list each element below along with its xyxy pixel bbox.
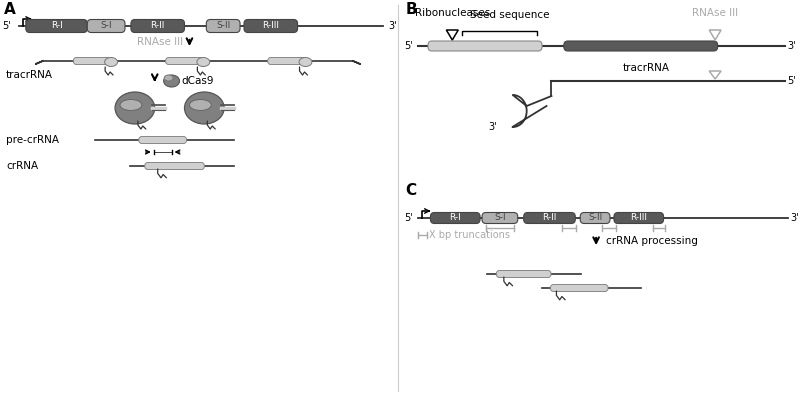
FancyBboxPatch shape	[430, 213, 480, 223]
Ellipse shape	[164, 75, 173, 81]
Text: RNAse III: RNAse III	[137, 37, 182, 47]
Text: S-II: S-II	[216, 22, 230, 30]
Text: R-III: R-III	[630, 213, 647, 223]
Ellipse shape	[115, 92, 154, 124]
Text: 5': 5'	[404, 41, 413, 51]
Text: 3': 3'	[488, 122, 497, 132]
Text: R-II: R-II	[150, 22, 165, 30]
FancyBboxPatch shape	[87, 20, 125, 32]
Text: A: A	[4, 2, 16, 17]
FancyBboxPatch shape	[580, 213, 610, 223]
FancyBboxPatch shape	[131, 20, 185, 32]
Ellipse shape	[197, 57, 210, 67]
FancyBboxPatch shape	[497, 271, 551, 277]
FancyBboxPatch shape	[139, 136, 186, 144]
Ellipse shape	[164, 75, 179, 87]
FancyBboxPatch shape	[26, 20, 87, 32]
Text: Ribonucleases: Ribonucleases	[414, 8, 490, 18]
Text: crRNA processing: crRNA processing	[606, 236, 698, 246]
Text: R-III: R-III	[262, 22, 279, 30]
Text: R-I: R-I	[50, 22, 62, 30]
Text: S-I: S-I	[494, 213, 506, 223]
Text: 5': 5'	[404, 213, 413, 223]
Text: 3': 3'	[388, 21, 397, 31]
FancyBboxPatch shape	[145, 162, 204, 170]
FancyBboxPatch shape	[166, 57, 203, 65]
Text: S-II: S-II	[588, 213, 602, 223]
Text: tracrRNA: tracrRNA	[622, 63, 669, 73]
Polygon shape	[446, 30, 458, 40]
Text: R-I: R-I	[450, 213, 461, 223]
Text: B: B	[406, 2, 418, 17]
FancyBboxPatch shape	[524, 213, 575, 223]
Text: 3': 3'	[790, 213, 799, 223]
Text: dCas9: dCas9	[182, 76, 214, 86]
Text: Seed sequence: Seed sequence	[470, 10, 549, 20]
Ellipse shape	[190, 99, 211, 111]
Text: X bp truncations: X bp truncations	[430, 230, 510, 240]
Ellipse shape	[299, 57, 312, 67]
FancyBboxPatch shape	[244, 20, 298, 32]
FancyBboxPatch shape	[206, 20, 240, 32]
Text: 3': 3'	[787, 41, 796, 51]
Ellipse shape	[185, 92, 224, 124]
FancyBboxPatch shape	[74, 57, 111, 65]
FancyBboxPatch shape	[550, 284, 608, 292]
Text: 5': 5'	[2, 21, 11, 31]
Text: RNAse III: RNAse III	[692, 8, 738, 18]
Text: pre-crRNA: pre-crRNA	[6, 135, 59, 145]
FancyBboxPatch shape	[268, 57, 306, 65]
Text: 5': 5'	[787, 76, 796, 86]
Ellipse shape	[120, 99, 142, 111]
Text: crRNA: crRNA	[6, 161, 38, 171]
Text: S-I: S-I	[100, 22, 112, 30]
Ellipse shape	[105, 57, 118, 67]
Text: C: C	[406, 183, 417, 198]
Text: tracrRNA: tracrRNA	[6, 70, 53, 80]
Text: R-II: R-II	[542, 213, 557, 223]
FancyBboxPatch shape	[482, 213, 518, 223]
Polygon shape	[709, 71, 721, 79]
FancyBboxPatch shape	[564, 41, 718, 51]
Polygon shape	[709, 30, 721, 40]
FancyBboxPatch shape	[428, 41, 542, 51]
FancyBboxPatch shape	[614, 213, 663, 223]
